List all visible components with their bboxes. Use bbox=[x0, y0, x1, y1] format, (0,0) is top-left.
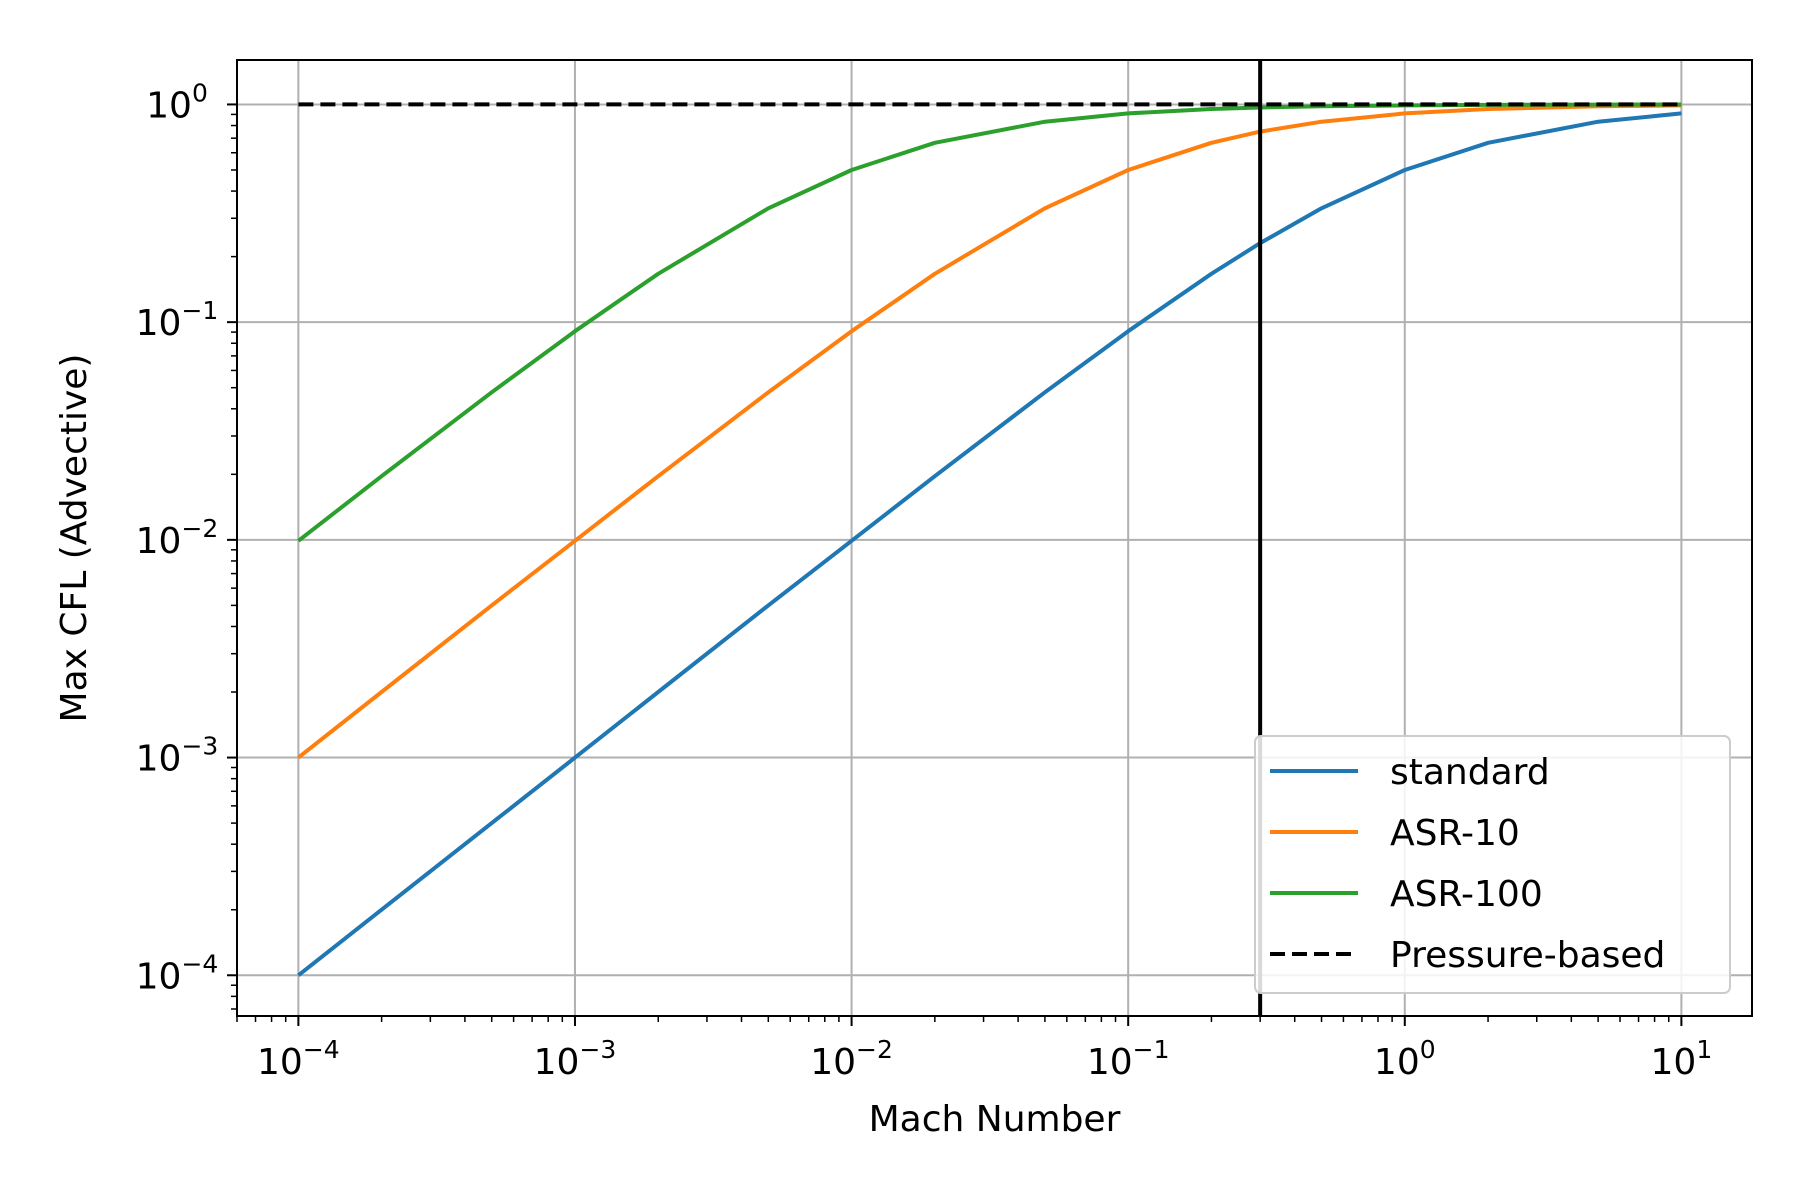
series-group bbox=[297, 102, 1682, 977]
x-axis-label: Mach Number bbox=[869, 1099, 1121, 1140]
legend: standard ASR-10 ASR-100 Pressure-based bbox=[1254, 735, 1731, 994]
x-tick-label: 10−4 bbox=[257, 1035, 340, 1083]
plot-frame bbox=[236, 59, 1753, 1017]
x-tick-label: 10−3 bbox=[534, 1035, 617, 1083]
x-tick-label: 100 bbox=[1374, 1035, 1436, 1083]
series-line-asr-10 bbox=[297, 103, 1682, 760]
x-tick-label: 10−1 bbox=[1087, 1035, 1170, 1083]
y-tick-label: 100 bbox=[146, 78, 208, 126]
legend-label: ASR-100 bbox=[1390, 874, 1543, 915]
grid bbox=[237, 60, 1752, 1016]
series-line-standard bbox=[297, 111, 1682, 977]
y-tick-label: 10−2 bbox=[136, 514, 219, 562]
y-tick-label: 10−1 bbox=[136, 296, 219, 344]
x-tick-label: 101 bbox=[1651, 1035, 1713, 1083]
axis-ticks: 10−4 10−3 10−2 10−1 100 101 10−4 10−3 10−2 10−1 10… bbox=[136, 78, 1713, 1083]
y-tick-label: 10−4 bbox=[136, 949, 219, 997]
legend-label: ASR-10 bbox=[1390, 813, 1520, 854]
y-tick-label: 10−3 bbox=[136, 732, 219, 780]
legend-label: Pressure-based bbox=[1390, 935, 1665, 976]
x-tick-label: 10−2 bbox=[810, 1035, 893, 1083]
legend-label: standard bbox=[1390, 752, 1550, 793]
y-axis-label: Max CFL (Advective) bbox=[54, 354, 95, 723]
legend-box bbox=[1254, 735, 1731, 994]
